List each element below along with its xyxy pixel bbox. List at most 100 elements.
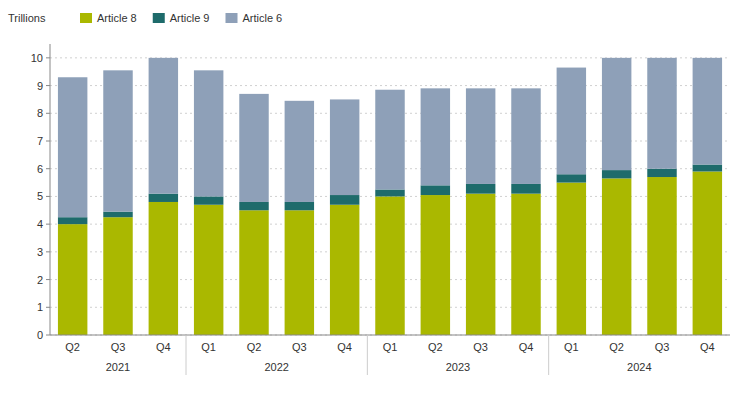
group-label: 2024 — [627, 361, 651, 373]
bar — [58, 217, 87, 224]
y-tick — [46, 168, 50, 169]
bar — [511, 184, 540, 194]
y-axis-label: Trillions — [8, 12, 46, 24]
bar — [375, 196, 404, 335]
legend: Article 8 Article 9 Article 6 — [80, 12, 282, 24]
group-separator — [548, 335, 549, 375]
x-ticks: Q2Q3Q4Q1Q2Q3Q4Q1Q2Q3Q4Q1Q2Q3Q4 — [65, 341, 714, 353]
bar — [693, 58, 722, 165]
bar — [421, 195, 450, 335]
bar — [421, 185, 450, 195]
bar — [285, 210, 314, 335]
bar — [693, 171, 722, 335]
grid-line — [50, 335, 730, 336]
bar — [511, 194, 540, 335]
legend-label: Article 6 — [243, 12, 283, 24]
x-tick-label: Q3 — [655, 341, 670, 353]
y-tick — [46, 57, 50, 58]
legend-item: Article 6 — [226, 12, 283, 24]
y-tick-label: 0 — [37, 329, 43, 341]
y-axis-line — [50, 44, 51, 335]
bar — [194, 205, 223, 335]
y-tick-label: 4 — [37, 218, 43, 230]
group-labels: 2021 2022 2023 2024 — [106, 335, 652, 375]
y-tick-label: 3 — [37, 246, 43, 258]
group-separator — [186, 335, 187, 375]
x-tick-label: Q3 — [111, 341, 126, 353]
y-tick-label: 10 — [31, 52, 43, 64]
bar — [466, 194, 495, 335]
y-tick — [46, 224, 50, 225]
group-separator — [367, 335, 368, 375]
bar — [194, 70, 223, 196]
x-tick-label: Q1 — [564, 341, 579, 353]
group-label: 2021 — [106, 361, 130, 373]
y-tick-label: 7 — [37, 135, 43, 147]
bar — [693, 165, 722, 172]
legend-item: Article 9 — [153, 12, 210, 24]
y-tick — [46, 113, 50, 114]
y-tick-label: 8 — [37, 107, 43, 119]
legend-swatch — [80, 13, 92, 23]
legend-label: Article 9 — [170, 12, 210, 24]
bar — [557, 174, 586, 182]
legend-swatch — [226, 13, 238, 23]
x-tick-label: Q2 — [428, 341, 443, 353]
y-tick-label: 2 — [37, 274, 43, 286]
bar — [103, 212, 132, 218]
bar — [194, 196, 223, 204]
bar — [602, 170, 631, 178]
y-ticks: 0 1 2 3 4 5 6 7 8 9 10 — [31, 52, 50, 341]
bar — [330, 205, 359, 335]
bar — [375, 190, 404, 197]
x-tick-label: Q2 — [247, 341, 262, 353]
y-tick — [46, 196, 50, 197]
x-tick-label: Q1 — [383, 341, 398, 353]
y-tick — [46, 85, 50, 86]
background — [0, 0, 744, 393]
y-tick-label: 5 — [37, 190, 43, 202]
bar — [239, 94, 268, 202]
x-tick-label: Q2 — [65, 341, 80, 353]
grid — [50, 58, 730, 335]
group-label: 2023 — [446, 361, 470, 373]
bar — [466, 88, 495, 184]
y-tick — [46, 251, 50, 252]
bar — [375, 90, 404, 190]
y-tick-label: 1 — [37, 301, 43, 313]
bar — [330, 195, 359, 205]
bar — [58, 77, 87, 217]
bar — [58, 224, 87, 335]
bar — [330, 99, 359, 195]
y-tick — [46, 279, 50, 280]
x-tick-label: Q4 — [519, 341, 534, 353]
bar — [421, 88, 450, 185]
bar — [511, 88, 540, 184]
chart: 012345678910Q2Q3Q4Q1Q2Q3Q4Q1Q2Q3Q4Q1Q2Q3… — [0, 0, 744, 393]
bar — [149, 194, 178, 202]
bar — [647, 169, 676, 177]
bar — [149, 202, 178, 335]
bar — [557, 183, 586, 335]
group-label: 2022 — [264, 361, 288, 373]
y-tick-label: 9 — [37, 80, 43, 92]
bar — [149, 58, 178, 194]
bar — [103, 217, 132, 335]
x-tick-label: Q1 — [201, 341, 216, 353]
y-tick-label: 6 — [37, 163, 43, 175]
x-tick-label: Q4 — [337, 341, 352, 353]
legend-swatch — [153, 13, 165, 23]
bar — [285, 101, 314, 202]
x-tick-label: Q2 — [609, 341, 624, 353]
x-tick-label: Q3 — [473, 341, 488, 353]
x-tick-label: Q4 — [700, 341, 715, 353]
x-tick-label: Q4 — [156, 341, 171, 353]
bar — [647, 58, 676, 169]
bar — [239, 210, 268, 335]
bar — [103, 70, 132, 211]
bar — [285, 202, 314, 210]
bars — [58, 58, 722, 335]
bar — [647, 177, 676, 335]
legend-item: Article 8 — [80, 12, 137, 24]
x-axis-line — [50, 335, 730, 336]
